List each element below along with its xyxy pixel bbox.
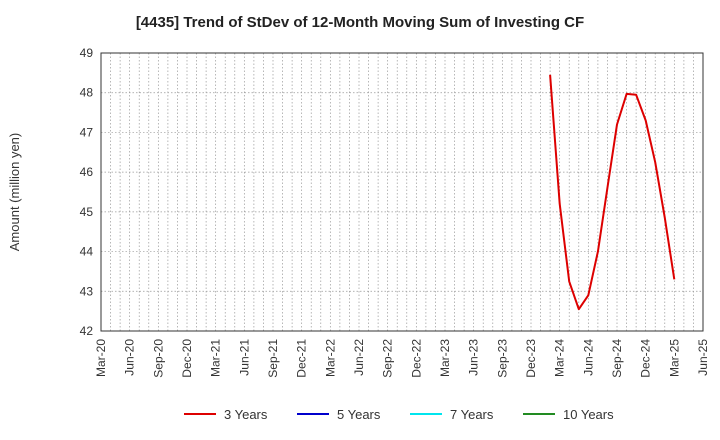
- x-tick-label: Jun-22: [352, 339, 366, 376]
- x-tick-label: Sep-20: [151, 339, 165, 378]
- x-tick-label: Jun-25: [696, 339, 710, 376]
- legend-label: 7 Years: [450, 407, 494, 422]
- y-axis-title: Amount (million yen): [7, 133, 22, 252]
- y-tick-label: 48: [80, 86, 94, 100]
- x-tick-label: Sep-22: [381, 339, 395, 378]
- x-tick-label: Mar-24: [553, 339, 567, 377]
- x-tick-label: Dec-22: [409, 339, 423, 378]
- x-tick-label: Dec-23: [524, 339, 538, 378]
- grid-layer: [101, 53, 703, 331]
- x-tick-label: Jun-21: [237, 339, 251, 376]
- y-tick-label: 44: [80, 245, 94, 259]
- y-tick-label: 42: [80, 324, 94, 338]
- y-tick-label: 49: [80, 46, 94, 60]
- legend-label: 5 Years: [337, 407, 381, 422]
- x-tick-label: Sep-23: [495, 339, 509, 378]
- legend-label: 3 Years: [224, 407, 268, 422]
- series-layer: [549, 74, 676, 311]
- y-axis: 42 43 44 45 46 47 48 49: [80, 46, 94, 338]
- x-tick-label: Mar-20: [94, 339, 108, 377]
- x-tick-label: Mar-23: [438, 339, 452, 377]
- legend: 3 Years 5 Years 7 Years 10 Years: [184, 407, 614, 422]
- y-tick-label: 45: [80, 205, 94, 219]
- x-tick-label: Mar-21: [209, 339, 223, 377]
- chart-title: [4435] Trend of StDev of 12-Month Moving…: [135, 14, 585, 31]
- x-axis: Mar-20 Jun-20 Sep-20 Dec-20 Mar-21 Jun-21 Sep-…: [94, 339, 710, 378]
- series-line-0: [549, 74, 676, 311]
- legend-label: 10 Years: [563, 407, 614, 422]
- x-tick-label: Jun-23: [467, 339, 481, 376]
- x-tick-label: Dec-20: [180, 339, 194, 378]
- x-tick-label: Dec-21: [295, 339, 309, 378]
- x-tick-label: Sep-24: [610, 339, 624, 378]
- x-tick-label: Mar-25: [667, 339, 681, 377]
- x-tick-label: Sep-21: [266, 339, 280, 378]
- x-tick-label: Jun-20: [123, 339, 137, 376]
- y-tick-label: 47: [80, 125, 94, 139]
- x-tick-label: Dec-24: [639, 339, 653, 378]
- y-tick-label: 43: [80, 284, 94, 298]
- y-tick-label: 46: [80, 165, 94, 179]
- plot-area: [100, 52, 704, 332]
- x-tick-label: Jun-24: [581, 339, 595, 376]
- x-tick-label: Mar-22: [323, 339, 337, 377]
